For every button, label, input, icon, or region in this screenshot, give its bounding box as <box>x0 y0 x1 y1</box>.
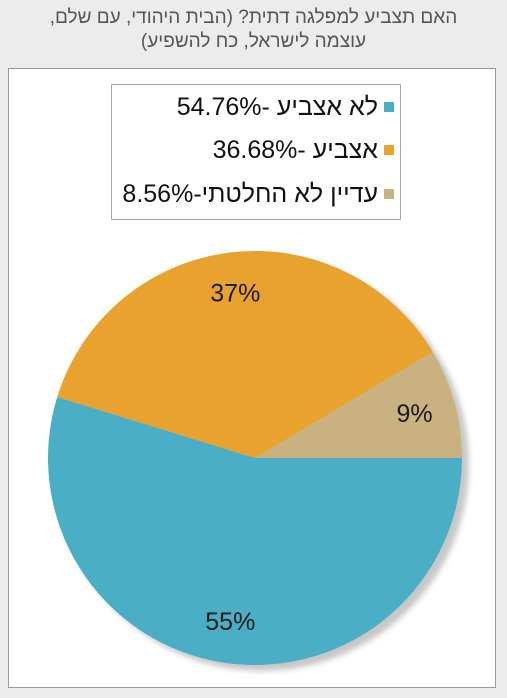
legend-item-yes: אצביע -36.68% <box>116 130 400 170</box>
legend-swatch-undecided <box>384 189 394 199</box>
legend-item-undecided: עדיין לא החלטתי-8.56% <box>116 174 400 214</box>
legend: לא אצביע -54.76% אצביע -36.68% עדיין לא … <box>111 84 401 220</box>
chart-title-line-2: עוצמה לישראל, כח להשפיע) <box>140 31 367 52</box>
legend-swatch-yes <box>384 145 394 155</box>
legend-swatch-no <box>384 102 394 112</box>
legend-label-yes: אצביע -36.68% <box>212 135 378 164</box>
slice-label-no: 55% <box>205 608 255 636</box>
slice-label-yes: 37% <box>210 280 260 308</box>
pie-slice-yes <box>57 250 433 458</box>
legend-label-undecided: עדיין לא החלטתי-8.56% <box>122 179 378 208</box>
chart-title-line-1: האם תצביע למפלגה דתית? (הבית היהודי, עם … <box>49 7 458 28</box>
legend-item-no: לא אצביע -54.76% <box>116 87 400 127</box>
pie-slice-undecided <box>255 351 462 458</box>
legend-label-no: לא אצביע -54.76% <box>176 92 378 121</box>
chart-title: האם תצביע למפלגה דתית? (הבית היהודי, עם … <box>0 6 507 54</box>
slice-label-undecided: 9% <box>397 400 433 428</box>
pie-slice-no <box>47 397 463 666</box>
